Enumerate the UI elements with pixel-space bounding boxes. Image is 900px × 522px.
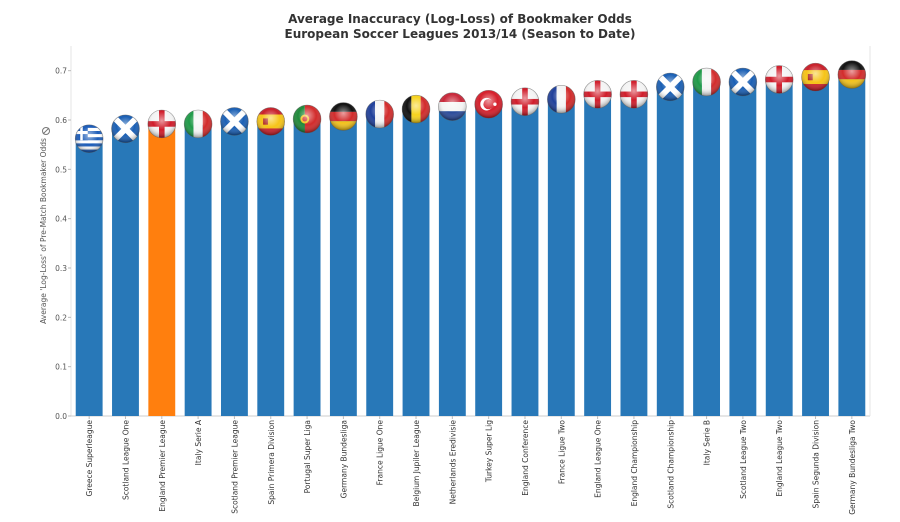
- bar[interactable]: [366, 115, 394, 417]
- y-tick-label: 0.6: [55, 116, 67, 125]
- x-category-label: England Championship: [630, 420, 639, 507]
- scotland-flag-icon: [728, 67, 758, 97]
- x-category-label: France Ligue One: [376, 420, 385, 486]
- x-category-label: Greece Superleague: [85, 420, 94, 497]
- x-category-label: Belgium Jupiler League: [412, 420, 421, 507]
- x-category-label: Italy Serie A: [194, 419, 203, 465]
- sort-icon[interactable]: [42, 127, 50, 135]
- bar[interactable]: [184, 124, 212, 416]
- germany-flag-icon: [837, 60, 867, 89]
- x-category-label: Spain Segunda Division: [812, 420, 821, 509]
- scotland-flag-icon: [220, 107, 249, 136]
- bar[interactable]: [547, 100, 575, 417]
- x-category-label: Scotland Premier League: [230, 420, 239, 514]
- bar[interactable]: [765, 80, 793, 417]
- france-flag-icon: [365, 99, 394, 129]
- bar[interactable]: [693, 83, 721, 416]
- y-axis-title: Average 'Log-Loss' of Pre-Match Bookmake…: [39, 138, 48, 324]
- x-category-label: Portugal Super Liga: [303, 420, 312, 493]
- bar[interactable]: [329, 117, 357, 417]
- england-flag-icon: [510, 87, 540, 116]
- x-category-label: England Premier League: [158, 420, 167, 512]
- greece-flag-icon: [74, 124, 104, 153]
- x-category-label: France Ligue Two: [557, 420, 566, 485]
- x-category-label: Scotland League Two: [739, 420, 748, 499]
- turkey-flag-icon: [474, 89, 503, 119]
- italy-flag-icon: [183, 109, 213, 139]
- bar[interactable]: [220, 122, 248, 416]
- x-category-label: Germany Bundesliga: [339, 420, 348, 498]
- y-tick-label: 0.7: [55, 67, 67, 76]
- x-category-label: Italy Serie B: [703, 420, 712, 465]
- x-category-label: England League One: [594, 420, 603, 498]
- chart-title: Average Inaccuracy (Log-Loss) of Bookmak…: [288, 12, 632, 26]
- y-tick-label: 0.4: [55, 215, 67, 224]
- x-category-label: England League Two: [775, 420, 784, 497]
- portugal-flag-icon: [292, 104, 322, 134]
- y-tick-label: 0.5: [55, 165, 67, 174]
- england-flag-icon: [147, 109, 177, 139]
- belgium-flag-icon: [401, 94, 431, 124]
- bar[interactable]: [656, 87, 684, 416]
- scotland-flag-icon: [656, 72, 685, 102]
- bar[interactable]: [112, 129, 139, 416]
- bar[interactable]: [729, 83, 757, 416]
- spain-flag-icon: [256, 107, 285, 136]
- bar[interactable]: [438, 107, 466, 417]
- x-category-label: Spain Primera Division: [267, 420, 276, 505]
- bar[interactable]: [511, 102, 539, 416]
- x-category-label: Netherlands Eredivisie: [448, 420, 457, 505]
- bar[interactable]: [838, 75, 866, 416]
- england-flag-icon: [583, 80, 612, 109]
- italy-flag-icon: [692, 67, 721, 97]
- bar[interactable]: [75, 139, 103, 416]
- x-category-label: Scotland Championship: [666, 420, 675, 509]
- spain-flag-icon: [801, 62, 830, 92]
- netherlands-flag-icon: [438, 92, 467, 121]
- x-category-label: Germany Bundesliga Two: [848, 420, 857, 515]
- y-tick-label: 0.3: [55, 264, 67, 273]
- scotland-flag-icon: [111, 114, 140, 144]
- chart-subtitle: European Soccer Leagues 2013/14 (Season …: [285, 27, 636, 41]
- y-tick-label: 0.2: [55, 313, 67, 322]
- x-category-label: England Conference: [521, 420, 530, 496]
- x-category-label: Turkey Super Lig: [485, 420, 494, 483]
- x-category-label: Scotland League One: [121, 420, 130, 500]
- y-tick-label: 0.0: [55, 412, 67, 421]
- england-flag-icon: [764, 65, 794, 94]
- bar[interactable]: [148, 124, 176, 416]
- bar[interactable]: [257, 122, 285, 416]
- germany-flag-icon: [329, 102, 358, 131]
- bar[interactable]: [620, 95, 648, 416]
- bar[interactable]: [402, 110, 430, 416]
- bar[interactable]: [802, 78, 829, 417]
- france-flag-icon: [547, 85, 576, 114]
- y-tick-label: 0.1: [55, 363, 67, 372]
- bar[interactable]: [293, 120, 321, 416]
- bar[interactable]: [584, 95, 612, 416]
- bar[interactable]: [475, 105, 503, 416]
- england-flag-icon: [619, 80, 649, 109]
